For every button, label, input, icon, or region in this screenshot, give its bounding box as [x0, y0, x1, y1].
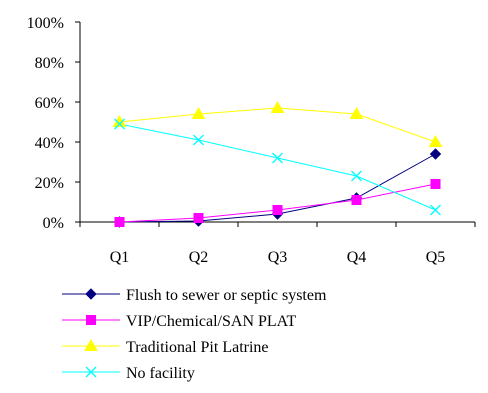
x-axis: Q1 Q2 Q3 Q4 Q5 — [79, 221, 476, 266]
y-tick-label: 60% — [35, 95, 64, 112]
data-point — [430, 179, 441, 189]
data-point — [428, 134, 443, 147]
legend-item: Flush to sewer or septic system — [62, 287, 327, 304]
x-tick-label: Q1 — [110, 249, 130, 266]
x-tick-label: Q4 — [347, 249, 367, 266]
legend-marker — [86, 315, 96, 325]
legend-marker — [85, 366, 97, 378]
series-layer — [112, 100, 443, 228]
legend-item: VIP/Chemical/SAN PLAT — [62, 313, 296, 330]
legend-label: Flush to sewer or septic system — [126, 287, 327, 304]
data-point — [272, 152, 283, 164]
legend-label: VIP/Chemical/SAN PLAT — [126, 313, 296, 330]
x-tick-label: Q3 — [268, 249, 288, 266]
y-tick-label: 80% — [35, 55, 64, 72]
legend-item: No facility — [62, 365, 195, 382]
y-axis: 0% 20% 40% 60% 80% 100% — [27, 15, 81, 232]
y-tick-label: 20% — [35, 175, 64, 192]
data-point — [191, 106, 206, 119]
legend-label: Traditional Pit Latrine — [126, 339, 269, 356]
data-point — [272, 205, 283, 215]
data-point — [351, 195, 362, 205]
data-point — [429, 148, 442, 160]
y-tick-label: 100% — [27, 15, 64, 32]
y-tick-label: 40% — [35, 135, 64, 152]
x-tick-label: Q2 — [189, 249, 209, 266]
legend-item: Traditional Pit Latrine — [62, 338, 269, 356]
y-tick-label: 0% — [43, 215, 64, 232]
data-point — [349, 106, 364, 119]
legend-label: No facility — [126, 365, 195, 382]
x-tick-label: Q5 — [426, 249, 446, 266]
legend: Flush to sewer or septic system VIP/Chemi… — [62, 287, 327, 382]
data-point — [430, 204, 441, 216]
data-point — [270, 100, 285, 113]
data-point — [193, 213, 204, 223]
data-point — [114, 217, 125, 227]
data-point — [351, 170, 362, 182]
series-line — [119, 123, 436, 211]
data-point — [193, 134, 204, 146]
data-point — [114, 118, 125, 130]
legend-marker — [84, 338, 98, 351]
series-line — [119, 107, 436, 143]
legend-marker — [85, 288, 97, 300]
